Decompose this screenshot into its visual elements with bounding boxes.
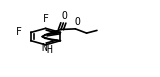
Text: O: O	[74, 17, 80, 27]
Text: F: F	[16, 27, 22, 37]
Text: F: F	[43, 14, 48, 24]
Text: H: H	[47, 45, 52, 55]
Text: N: N	[41, 43, 47, 53]
Text: O: O	[62, 11, 68, 21]
